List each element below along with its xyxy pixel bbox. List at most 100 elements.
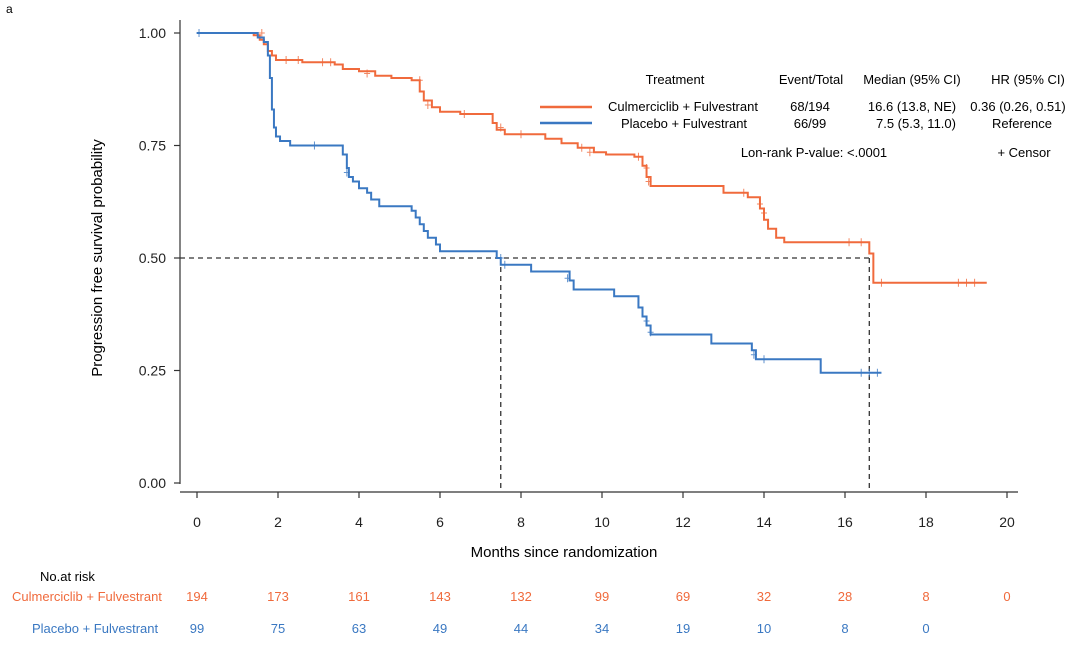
x-tick-label: 2 — [274, 514, 282, 530]
censor-mark — [295, 56, 302, 64]
censor-mark — [878, 278, 885, 287]
legend-row-1-events: 68/194 — [790, 99, 830, 114]
censor-mark — [564, 274, 571, 283]
censor-mark — [858, 368, 865, 377]
censor-mark — [643, 164, 650, 172]
risk-table: Culmerciclib + Fulvestrant 194 173 161 143 13… — [12, 589, 1011, 636]
risk-value: 44 — [514, 621, 528, 636]
censor-mark — [761, 355, 767, 364]
risk-value: 10 — [757, 621, 771, 636]
risk-value: 99 — [190, 621, 204, 636]
x-tick-label: 20 — [999, 514, 1015, 530]
x-tick-label: 14 — [756, 514, 772, 530]
risk-value: 8 — [841, 621, 848, 636]
censor-mark — [874, 368, 881, 377]
risk-value: 0 — [1003, 589, 1010, 604]
risk-value: 63 — [352, 621, 366, 636]
risk-value: 173 — [267, 589, 289, 604]
censor-mark — [963, 278, 970, 287]
risk-value: 161 — [348, 589, 370, 604]
risk-value: 132 — [510, 589, 532, 604]
y-tick-label: 0.00 — [139, 475, 166, 491]
x-tick-label: 18 — [918, 514, 934, 530]
legend: Treatment Event/Total Median (95% CI) HR… — [540, 72, 1066, 160]
risk-value: 99 — [595, 589, 609, 604]
y-axis-label: Progression free survival probability — [89, 139, 106, 377]
legend-header-median: Median (95% CI) — [863, 72, 961, 87]
risk-value: 194 — [186, 589, 208, 604]
legend-header-hr: HR (95% CI) — [991, 72, 1065, 87]
censor-mark — [501, 260, 508, 269]
risk-value: 49 — [433, 621, 447, 636]
censor-mark — [858, 238, 865, 247]
censor-mark — [761, 209, 767, 217]
censor-mark — [647, 328, 654, 337]
censor-mark — [518, 130, 524, 139]
censor-mark — [343, 168, 350, 177]
censor-mark — [283, 56, 290, 64]
y-tick-label: 0.75 — [139, 138, 166, 154]
risk-value: 34 — [595, 621, 609, 636]
legend-header-treatment: Treatment — [646, 72, 705, 87]
censor-mark — [497, 254, 504, 262]
risk-row-label: Culmerciclib + Fulvestrant — [12, 589, 162, 604]
legend-row-2-events: 66/99 — [794, 116, 827, 131]
risk-value: 143 — [429, 589, 451, 604]
censor-mark — [497, 123, 504, 132]
legend-censor-note: + Censor — [997, 145, 1051, 160]
censor-mark — [846, 238, 853, 247]
censor-mark — [971, 278, 978, 287]
x-axis-label: Months since randomization — [471, 544, 658, 561]
censor-mark — [258, 29, 265, 37]
censor-mark — [327, 58, 334, 67]
placebo-curve — [197, 32, 882, 374]
censor-mark — [416, 76, 423, 85]
censor-mark — [645, 177, 652, 186]
axes: 0 2 4 6 8 10 12 14 16 18 20 0.00 0.25 0.50 0.75 1.00 — [139, 20, 1018, 530]
risk-value: 28 — [838, 589, 852, 604]
panel-label: a — [6, 2, 13, 16]
censor-mark — [461, 110, 468, 118]
censor-mark — [643, 317, 650, 325]
censor-mark — [586, 148, 593, 157]
legend-row-2-hr: Reference — [992, 116, 1052, 131]
risk-value: 75 — [271, 621, 285, 636]
legend-header-events: Event/Total — [779, 72, 843, 87]
censor-mark — [866, 368, 873, 377]
censor-mark — [319, 58, 326, 67]
censor-mark — [740, 188, 747, 197]
x-tick-label: 4 — [355, 514, 363, 530]
risk-table-title: No.at risk — [40, 569, 95, 584]
risk-value: 69 — [676, 589, 690, 604]
censor-mark — [311, 141, 318, 150]
censor-mark — [955, 278, 962, 287]
median-reference-lines — [180, 257, 870, 491]
risk-row-label: Placebo + Fulvestrant — [32, 621, 158, 636]
x-tick-label: 0 — [193, 514, 201, 530]
risk-value: 8 — [922, 589, 929, 604]
censor-mark — [424, 101, 431, 109]
x-tick-label: 8 — [517, 514, 525, 530]
censor-mark — [364, 69, 371, 78]
censor-mark — [578, 143, 585, 152]
x-tick-label: 16 — [837, 514, 853, 530]
legend-row-1-hr: 0.36 (0.26, 0.51) — [970, 99, 1065, 114]
risk-value: 19 — [676, 621, 690, 636]
legend-row-2-treatment: Placebo + Fulvestrant — [621, 116, 747, 131]
legend-pvalue: Lon-rank P-value: <.0001 — [741, 145, 887, 160]
y-tick-label: 1.00 — [139, 25, 166, 41]
censor-mark — [635, 152, 642, 161]
legend-row-1-treatment: Culmerciclib + Fulvestrant — [608, 99, 758, 114]
censor-mark — [756, 200, 763, 208]
y-tick-label: 0.50 — [139, 250, 166, 266]
censor-mark — [196, 29, 203, 37]
risk-value: 32 — [757, 589, 771, 604]
risk-value: 0 — [922, 621, 929, 636]
legend-row-1-median: 16.6 (13.8, NE) — [868, 99, 956, 114]
survival-curves — [196, 29, 987, 377]
censor-mark — [750, 350, 757, 359]
legend-row-2-median: 7.5 (5.3, 11.0) — [876, 116, 956, 131]
x-tick-label: 6 — [436, 514, 444, 530]
y-tick-label: 0.25 — [139, 363, 166, 379]
